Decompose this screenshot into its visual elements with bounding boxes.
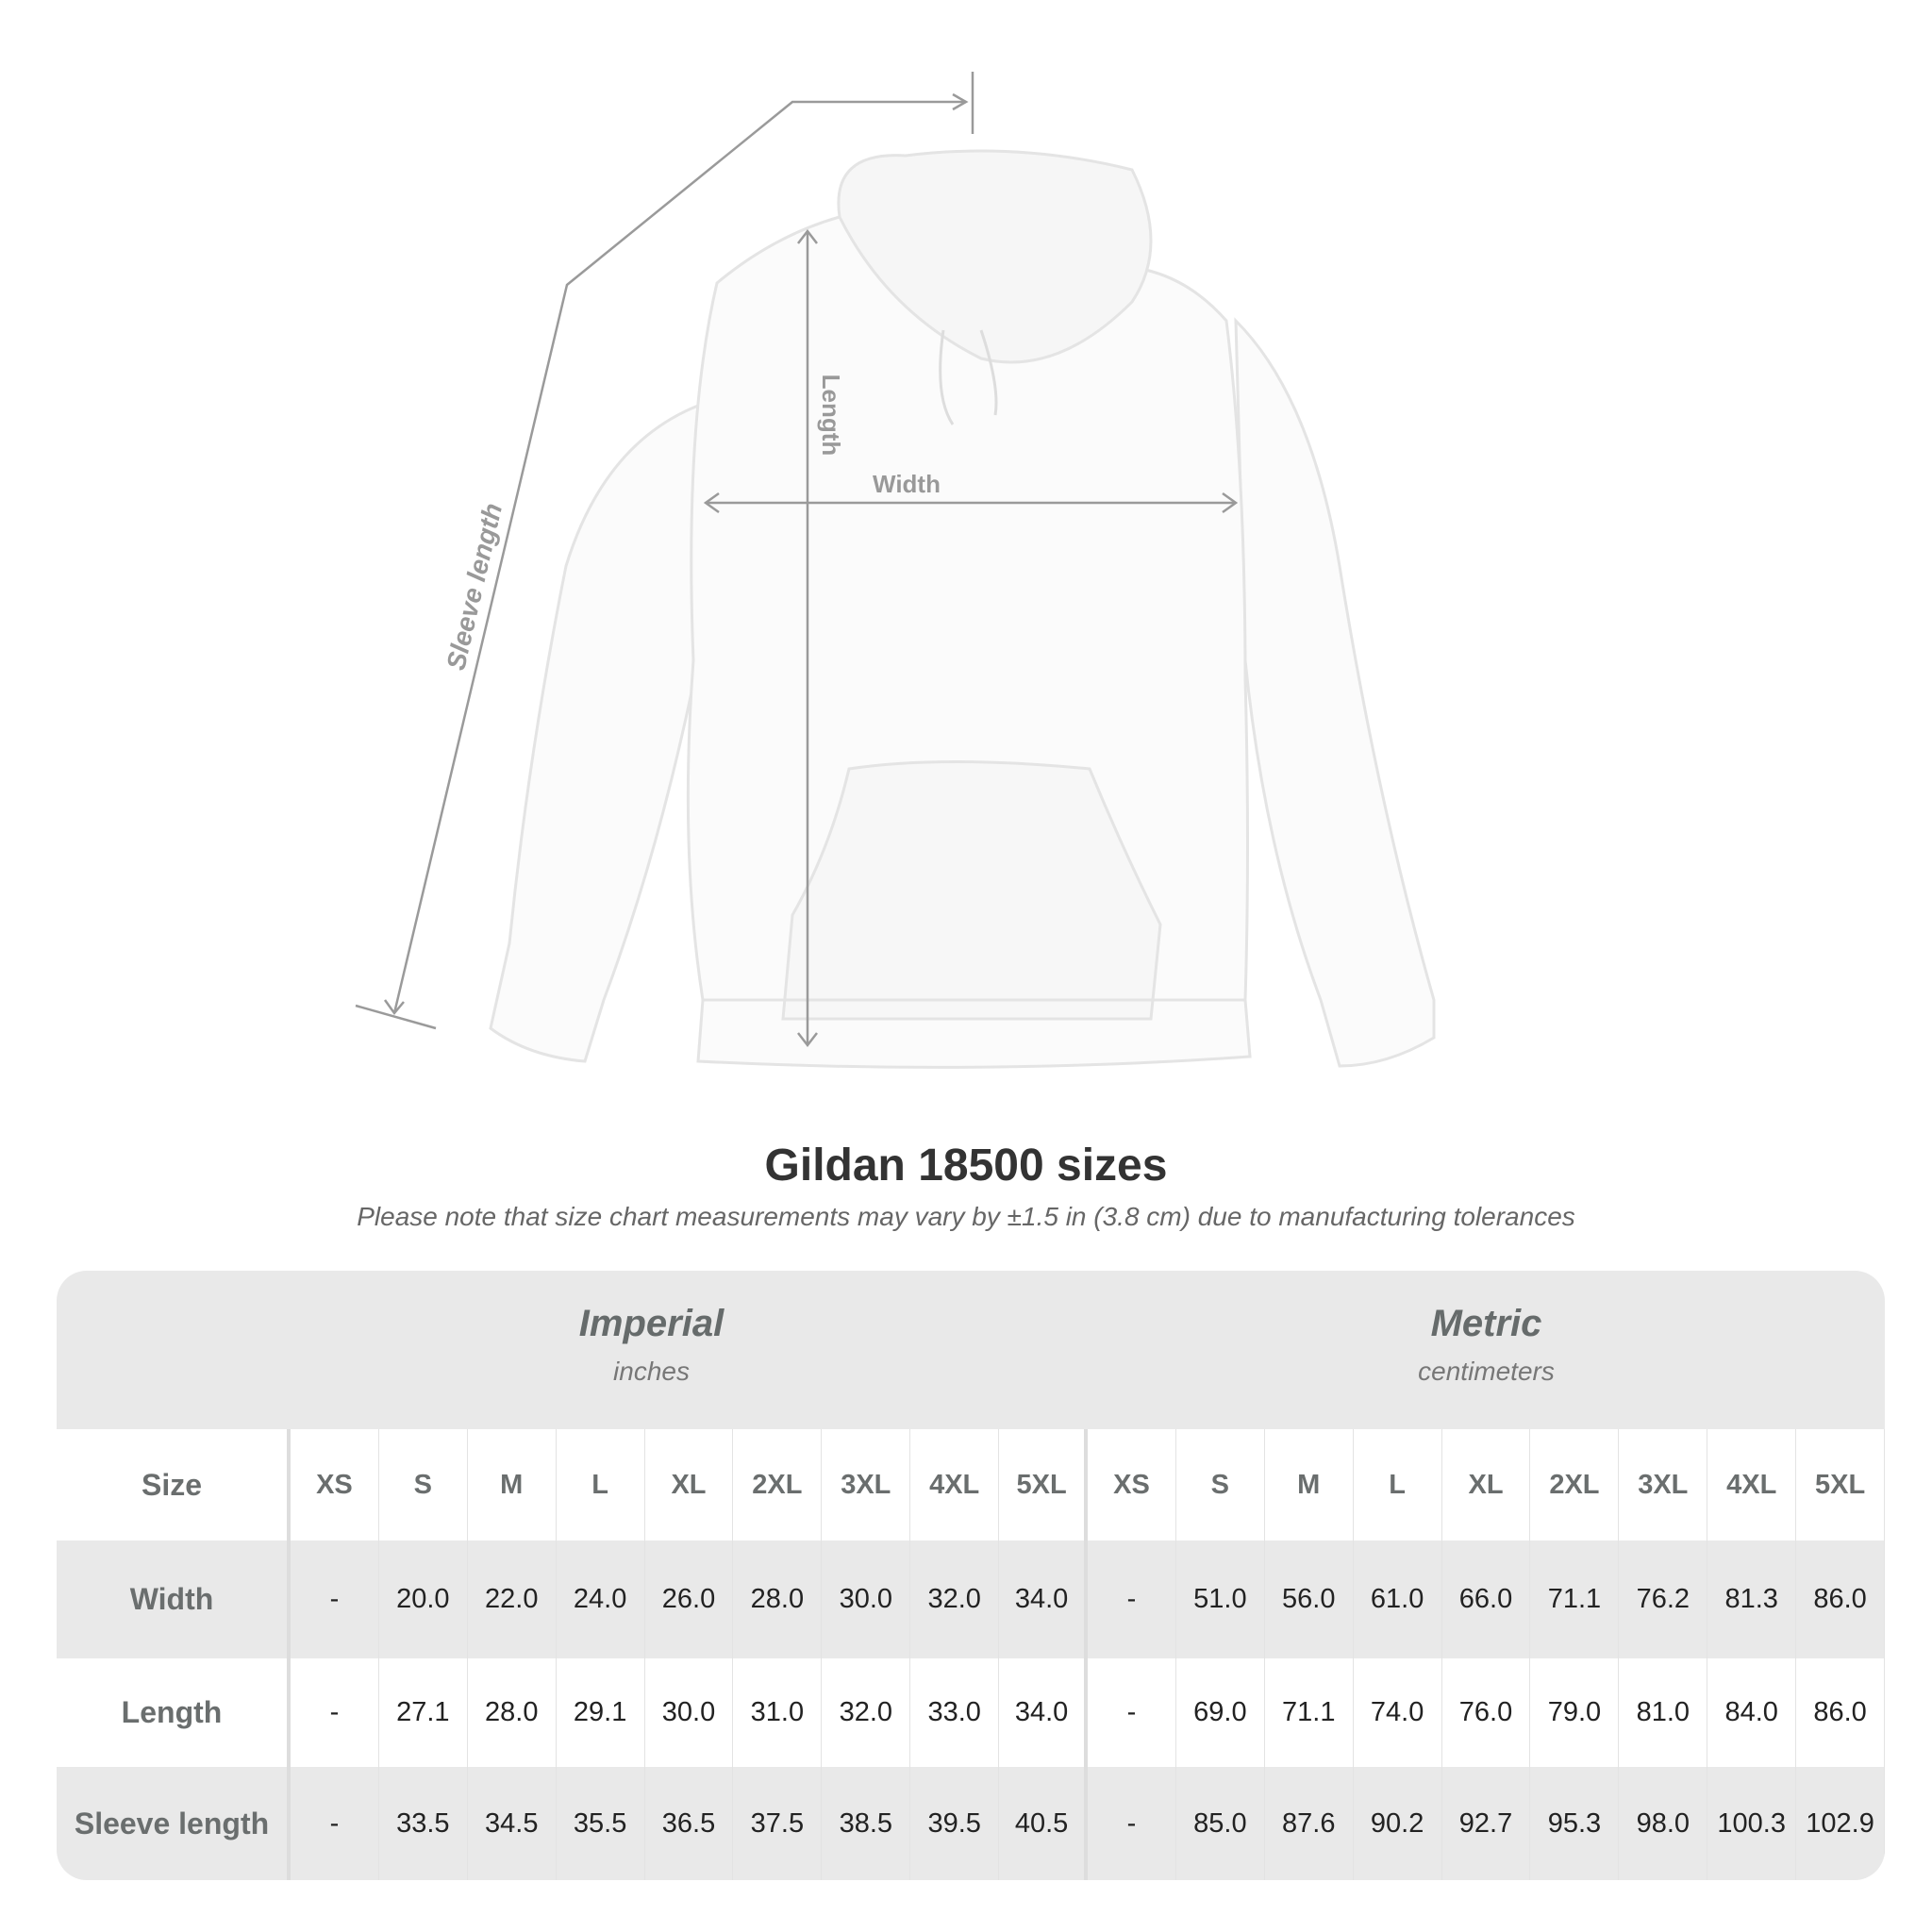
value-cell-metric: 81.3	[1707, 1541, 1797, 1658]
length-label: Length	[817, 375, 845, 457]
value-cell-metric: 76.2	[1619, 1541, 1708, 1658]
imperial-unit: inches	[613, 1357, 690, 1386]
value-cell-imperial: 20.0	[379, 1541, 468, 1658]
table-header-band: Imperial inches Metric centimeters	[57, 1271, 1885, 1429]
value-cell-imperial: 39.5	[910, 1767, 1000, 1880]
value-cell-metric: 92.7	[1442, 1767, 1531, 1880]
row-label: Length	[57, 1658, 291, 1767]
tolerance-note: Please note that size chart measurements…	[357, 1202, 1575, 1231]
size-header-metric: 4XL	[1707, 1429, 1797, 1541]
value-cell-imperial: -	[291, 1541, 379, 1658]
value-cell-metric: 85.0	[1176, 1767, 1265, 1880]
value-cell-imperial: -	[291, 1658, 379, 1767]
value-cell-metric: 84.0	[1707, 1658, 1797, 1767]
value-cell-imperial: -	[291, 1767, 379, 1880]
value-cell-metric: 71.1	[1530, 1541, 1620, 1658]
value-cell-imperial: 32.0	[910, 1541, 1000, 1658]
sleeve-length-line	[392, 100, 964, 1014]
value-cell-metric: 90.2	[1354, 1767, 1442, 1880]
value-cell-metric: 71.1	[1265, 1658, 1354, 1767]
value-cell-imperial: 30.0	[822, 1541, 911, 1658]
metric-title: Metric	[1430, 1303, 1542, 1344]
metric-unit: centimeters	[1418, 1357, 1555, 1386]
imperial-title: Imperial	[578, 1303, 724, 1344]
size-header-metric: 3XL	[1619, 1429, 1708, 1541]
value-cell-imperial: 35.5	[557, 1767, 645, 1880]
value-cell-metric: 81.0	[1619, 1658, 1708, 1767]
value-cell-imperial: 32.0	[822, 1658, 911, 1767]
size-header-metric: XL	[1442, 1429, 1531, 1541]
value-cell-imperial: 34.0	[999, 1658, 1089, 1767]
table-row: Width -20.0 22.0 24.0 26.0 28.0 30.0 32.0 34.0-5…	[57, 1541, 1885, 1658]
value-cell-imperial: 37.5	[733, 1767, 823, 1880]
metric-header: Metric centimeters	[1088, 1303, 1885, 1387]
size-header-imperial: 5XL	[999, 1429, 1089, 1541]
value-cell-imperial: 28.0	[733, 1541, 823, 1658]
size-header-row: Size XS S M L XL 2XL 3XL 4XL 5XL XS S M L XL 2XL 3XL 4XL 5…	[57, 1429, 1885, 1541]
value-cell-metric: 74.0	[1354, 1658, 1442, 1767]
value-cell-metric: 100.3	[1707, 1767, 1797, 1880]
value-cell-metric: -	[1088, 1541, 1176, 1658]
value-cell-imperial: 22.0	[468, 1541, 557, 1658]
size-header-imperial: XL	[645, 1429, 734, 1541]
measurement-lines	[355, 72, 1239, 1048]
table-row: Sleeve length -33.5 34.5 35.5 36.5 37.5 38.5 39…	[57, 1767, 1885, 1880]
value-cell-metric: 51.0	[1176, 1541, 1265, 1658]
size-header-imperial: XS	[291, 1429, 379, 1541]
imperial-header: Imperial inches	[253, 1303, 1050, 1387]
value-cell-metric: 56.0	[1265, 1541, 1354, 1658]
table-row: Length -27.1 28.0 29.1 30.0 31.0 32.0 33.0 34.0-…	[57, 1658, 1885, 1767]
value-cell-metric: -	[1088, 1658, 1176, 1767]
value-cell-imperial: 31.0	[733, 1658, 823, 1767]
size-header-metric: XS	[1088, 1429, 1176, 1541]
value-cell-imperial: 33.5	[379, 1767, 468, 1880]
size-header-imperial: L	[557, 1429, 645, 1541]
size-header-metric: 2XL	[1530, 1429, 1620, 1541]
value-cell-metric: 87.6	[1265, 1767, 1354, 1880]
size-header-imperial: 3XL	[822, 1429, 911, 1541]
value-cell-imperial: 36.5	[645, 1767, 734, 1880]
width-label: Width	[873, 470, 941, 498]
value-cell-metric: 102.9	[1796, 1767, 1885, 1880]
value-cell-metric: -	[1088, 1767, 1176, 1880]
value-cell-imperial: 30.0	[645, 1658, 734, 1767]
size-table: Imperial inches Metric centimeters Size X…	[57, 1271, 1885, 1880]
size-header-imperial: 4XL	[910, 1429, 1000, 1541]
value-cell-imperial: 40.5	[999, 1767, 1089, 1880]
value-cell-metric: 95.3	[1530, 1767, 1620, 1880]
value-cell-metric: 79.0	[1530, 1658, 1620, 1767]
row-label: Size	[57, 1429, 291, 1541]
value-cell-imperial: 24.0	[557, 1541, 645, 1658]
row-label: Width	[57, 1541, 291, 1658]
size-header-metric: S	[1176, 1429, 1265, 1541]
value-cell-imperial: 26.0	[645, 1541, 734, 1658]
sleeve-length-label: Sleeve length	[441, 500, 508, 673]
size-header-metric: L	[1354, 1429, 1442, 1541]
value-cell-metric: 61.0	[1354, 1541, 1442, 1658]
value-cell-metric: 98.0	[1619, 1767, 1708, 1880]
value-cell-imperial: 27.1	[379, 1658, 468, 1767]
value-cell-metric: 86.0	[1796, 1541, 1885, 1658]
hoodie-image	[489, 149, 1436, 1069]
value-cell-metric: 76.0	[1442, 1658, 1531, 1767]
value-cell-imperial: 34.5	[468, 1767, 557, 1880]
hoodie-illustration: Width Length Sleeve length	[355, 72, 1436, 1069]
value-cell-metric: 86.0	[1796, 1658, 1885, 1767]
value-cell-metric: 66.0	[1442, 1541, 1531, 1658]
row-label: Sleeve length	[57, 1767, 291, 1880]
size-header-imperial: M	[468, 1429, 557, 1541]
value-cell-imperial: 29.1	[557, 1658, 645, 1767]
size-header-imperial: 2XL	[733, 1429, 823, 1541]
value-cell-imperial: 28.0	[468, 1658, 557, 1767]
value-cell-imperial: 34.0	[999, 1541, 1089, 1658]
value-cell-imperial: 38.5	[822, 1767, 911, 1880]
value-cell-metric: 69.0	[1176, 1658, 1265, 1767]
size-header-metric: 5XL	[1796, 1429, 1885, 1541]
size-header-metric: M	[1265, 1429, 1354, 1541]
size-header-imperial: S	[379, 1429, 468, 1541]
value-cell-imperial: 33.0	[910, 1658, 1000, 1767]
page-title: Gildan 18500 sizes	[764, 1141, 1168, 1191]
